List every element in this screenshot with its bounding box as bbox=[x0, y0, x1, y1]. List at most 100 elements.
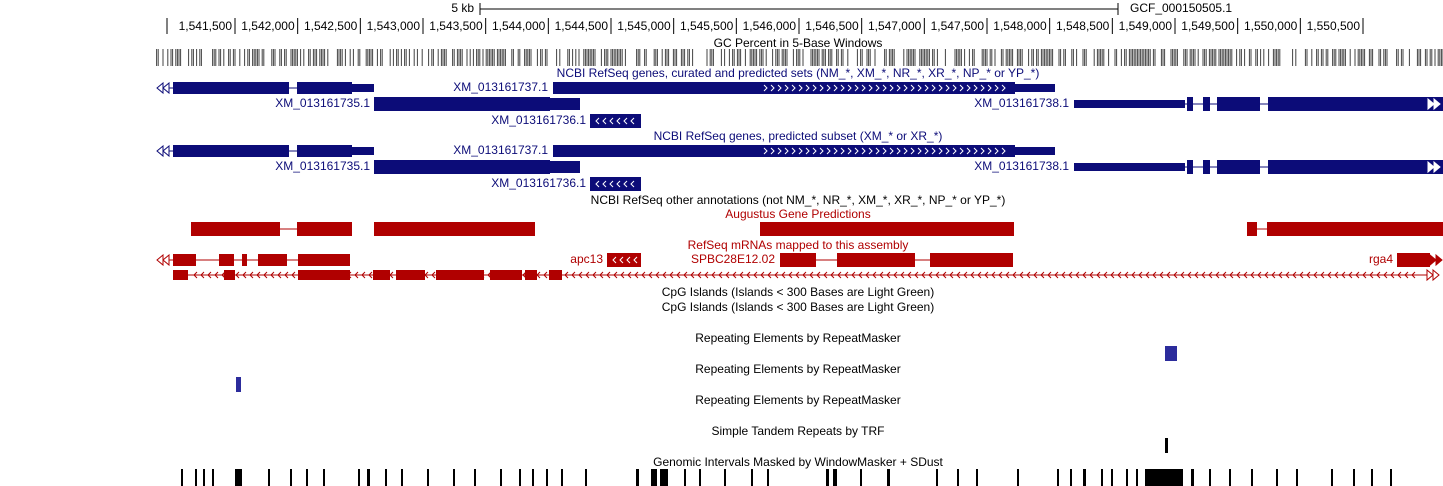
exon bbox=[1015, 147, 1055, 155]
masked-interval bbox=[1101, 469, 1103, 486]
masked-interval bbox=[957, 469, 959, 486]
masked-interval bbox=[1371, 469, 1373, 486]
masked-interval bbox=[323, 469, 325, 486]
masked-interval bbox=[887, 469, 890, 486]
masked-interval bbox=[268, 469, 270, 486]
repeat-element bbox=[236, 377, 241, 392]
masked-interval bbox=[427, 469, 429, 486]
gene-label: apc13 bbox=[570, 252, 603, 266]
strand-arrows bbox=[763, 84, 1006, 92]
masked-interval bbox=[767, 469, 769, 486]
gene-label: XM_013161738.1 bbox=[974, 159, 1069, 173]
ruler-label: 1,545,000 bbox=[617, 19, 671, 33]
gene-label: XM_013161735.1 bbox=[275, 159, 370, 173]
gene-label: XM_013161737.1 bbox=[453, 80, 548, 94]
masked-interval bbox=[1136, 469, 1138, 486]
ruler-label: 1,543,000 bbox=[367, 19, 421, 33]
exon bbox=[550, 98, 580, 110]
masked-interval bbox=[636, 469, 639, 486]
masked-interval bbox=[532, 469, 534, 486]
masked-interval bbox=[358, 469, 360, 486]
exon bbox=[837, 253, 915, 267]
end-arrow bbox=[1429, 253, 1437, 267]
masked-interval bbox=[290, 469, 292, 486]
end-arrow bbox=[156, 81, 164, 95]
tandem-repeat bbox=[1165, 438, 1168, 453]
exon bbox=[553, 82, 1015, 94]
masked-interval bbox=[1353, 469, 1355, 486]
exon bbox=[1268, 160, 1443, 174]
track-title: CpG Islands (Islands < 300 Bases are Lig… bbox=[662, 285, 934, 299]
strand-arrows bbox=[595, 180, 635, 188]
masked-interval bbox=[1276, 469, 1278, 486]
masked-interval bbox=[212, 469, 214, 486]
ruler-label: 1,545,500 bbox=[680, 19, 734, 33]
ruler-label: 1,546,500 bbox=[805, 19, 859, 33]
end-arrow bbox=[156, 253, 164, 267]
exon bbox=[396, 270, 425, 280]
exon bbox=[1268, 97, 1443, 111]
ruler-label: 1,542,500 bbox=[304, 19, 358, 33]
exon bbox=[297, 82, 352, 94]
ruler-label: 1,548,500 bbox=[1056, 19, 1110, 33]
masked-interval bbox=[367, 469, 370, 486]
gene-label: SPBC28E12.02 bbox=[691, 252, 775, 266]
exon bbox=[173, 254, 196, 266]
exon bbox=[525, 270, 537, 280]
track-title: Simple Tandem Repeats by TRF bbox=[712, 424, 885, 438]
exon bbox=[607, 253, 641, 267]
ruler-label: 1,546,000 bbox=[743, 19, 797, 33]
exon bbox=[1217, 97, 1260, 111]
masked-interval bbox=[860, 469, 862, 486]
exon bbox=[590, 114, 641, 128]
masked-interval bbox=[1229, 469, 1231, 486]
gene-label: XM_013161736.1 bbox=[491, 176, 586, 190]
exon bbox=[191, 222, 280, 236]
exon bbox=[553, 145, 1015, 157]
masked-interval bbox=[1390, 469, 1392, 486]
gene-label: XM_013161738.1 bbox=[974, 96, 1069, 110]
ruler-label: 1,547,000 bbox=[868, 19, 922, 33]
exon bbox=[297, 222, 352, 236]
exon bbox=[1015, 84, 1055, 92]
exon bbox=[1247, 222, 1257, 236]
masked-interval bbox=[585, 469, 587, 486]
exon bbox=[298, 254, 350, 266]
masked-interval bbox=[1017, 469, 1019, 486]
gene-label: XM_013161736.1 bbox=[491, 113, 586, 127]
masked-interval bbox=[235, 469, 242, 486]
track-title: NCBI RefSeq genes, curated and predicted… bbox=[557, 66, 1040, 80]
masked-interval bbox=[203, 469, 205, 486]
masked-interval bbox=[385, 469, 387, 486]
ruler-label: 1,550,000 bbox=[1244, 19, 1298, 33]
track-title: CpG Islands (Islands < 300 Bases are Lig… bbox=[662, 300, 934, 314]
end-arrow bbox=[1426, 268, 1434, 282]
track-title: NCBI RefSeq other annotations (not NM_*,… bbox=[591, 193, 1006, 207]
gene-label: XM_013161735.1 bbox=[275, 96, 370, 110]
exon bbox=[374, 160, 550, 174]
ruler-label: 1,541,500 bbox=[179, 19, 233, 33]
strand-arrows bbox=[612, 256, 638, 264]
ruler-label: 1,550,500 bbox=[1307, 19, 1361, 33]
exon bbox=[1217, 160, 1260, 174]
masked-interval bbox=[195, 469, 197, 486]
exon bbox=[760, 222, 1014, 236]
ruler-label: 1,544,000 bbox=[492, 19, 546, 33]
exon bbox=[490, 270, 522, 280]
end-arrow bbox=[162, 144, 170, 158]
masked-interval bbox=[1251, 469, 1253, 486]
exon bbox=[930, 253, 1013, 267]
exon bbox=[1397, 253, 1430, 267]
masked-interval bbox=[1145, 469, 1183, 486]
masked-interval bbox=[1191, 469, 1194, 486]
assembly-label: GCF_000150505.1 bbox=[1130, 1, 1232, 15]
end-arrow bbox=[1433, 160, 1441, 174]
exon bbox=[224, 270, 235, 280]
exon bbox=[1203, 160, 1210, 174]
ruler-label: 1,543,500 bbox=[429, 19, 483, 33]
masked-interval bbox=[651, 469, 657, 486]
track-title: Augustus Gene Predictions bbox=[725, 207, 870, 221]
track-title: Repeating Elements by RepeatMasker bbox=[695, 393, 900, 407]
exon bbox=[780, 253, 816, 267]
